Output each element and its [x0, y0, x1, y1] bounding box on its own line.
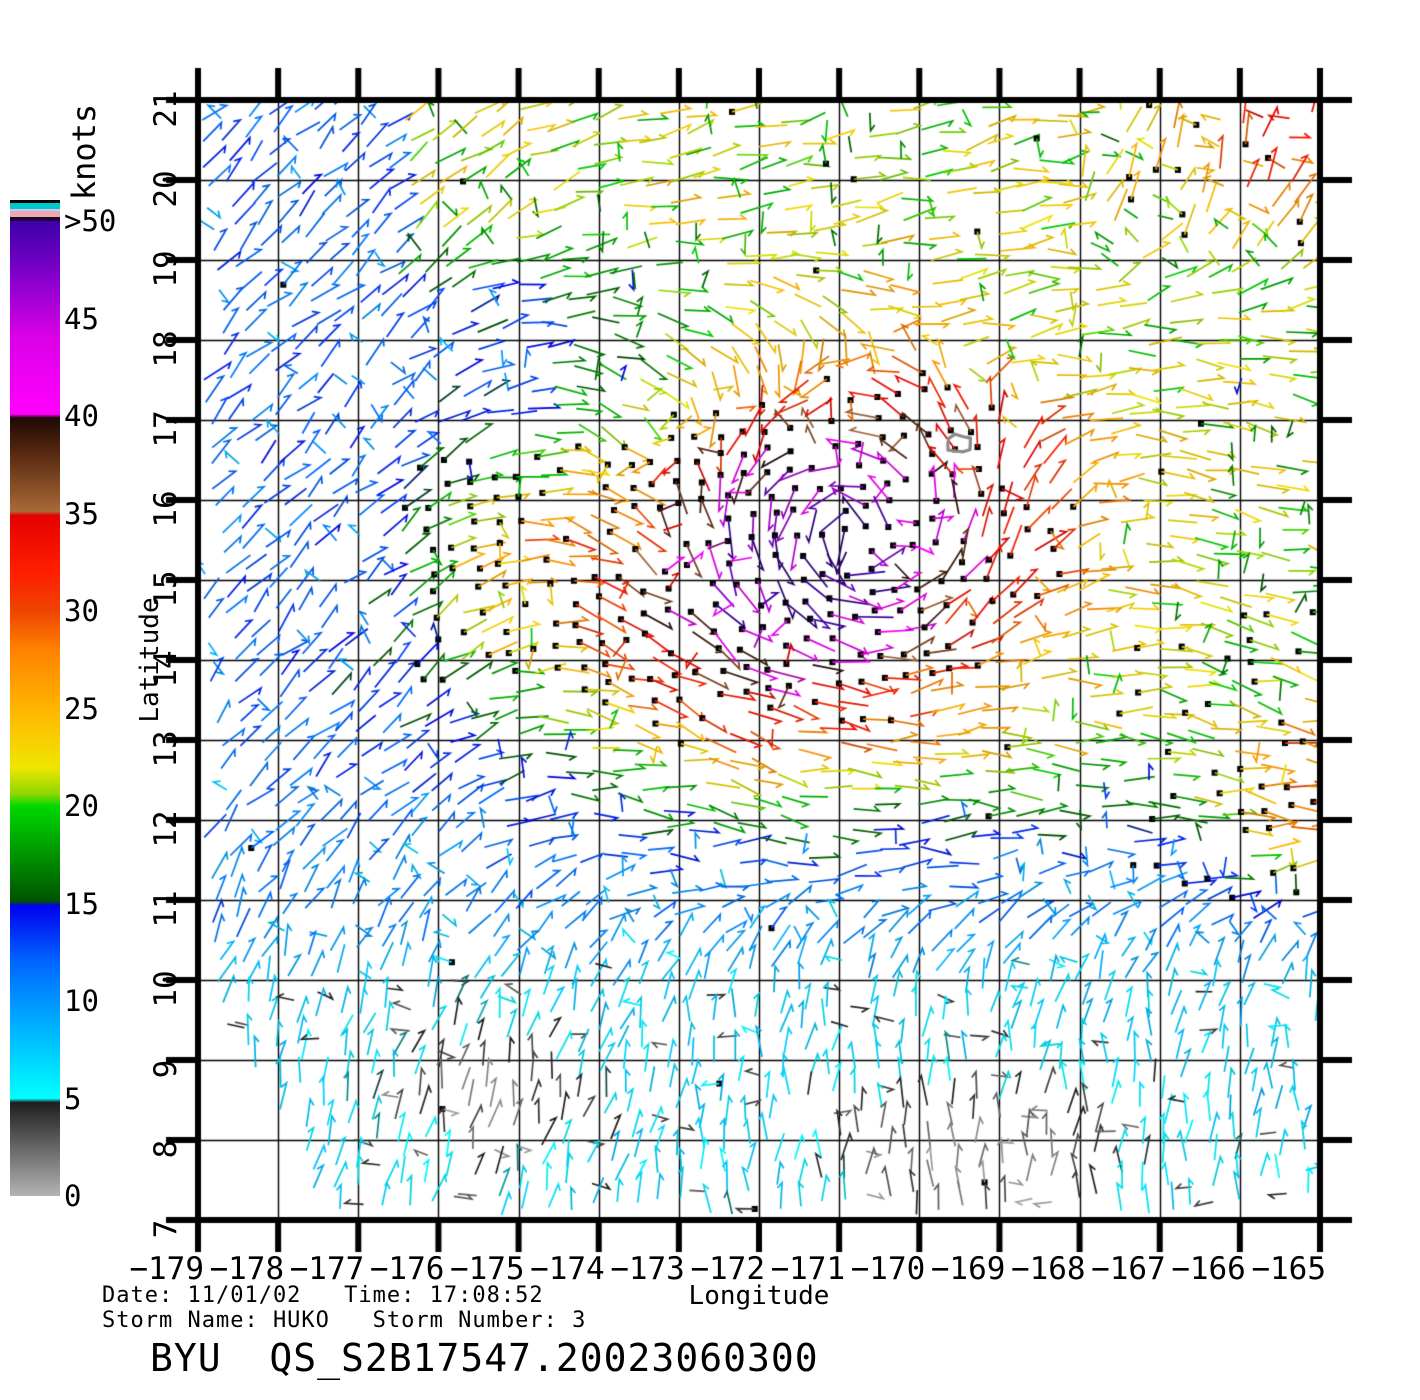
colorbar — [10, 200, 60, 1196]
colorbar-tick-label: >50 — [64, 204, 117, 238]
colorbar-tick-label: 10 — [64, 984, 99, 1018]
date-time-text: Date: 11/01/02 Time: 17:08:52 — [102, 1283, 544, 1308]
colorbar-tick-label: 0 — [64, 1179, 82, 1213]
x-axis-tick-label: −167 — [1091, 1251, 1166, 1287]
colorbar-tick-label: 25 — [64, 691, 99, 726]
colorbar-stripe — [10, 209, 60, 211]
colorbar-tick-label: 20 — [64, 789, 99, 823]
colorbar-tick-label: 35 — [64, 496, 99, 531]
colorbar-title: knots — [65, 103, 103, 201]
x-axis-tick-label: −169 — [930, 1251, 1006, 1287]
x-axis-tick-label: −165 — [1251, 1251, 1326, 1287]
x-axis-tick-label: −172 — [690, 1251, 765, 1287]
x-axis-tick-label: −171 — [770, 1251, 846, 1287]
x-axis-tick-label: −178 — [209, 1251, 285, 1287]
y-axis-tick-label: 21 — [148, 90, 184, 128]
colorbar-stripe — [10, 203, 60, 209]
colorbar-stripe — [10, 200, 60, 203]
colorbar-tick-label: 45 — [64, 301, 99, 336]
x-axis-tick-label: −176 — [369, 1251, 445, 1287]
x-axis-tick-label: −166 — [1171, 1251, 1246, 1287]
colorbar-tick-label: 5 — [64, 1081, 82, 1116]
x-axis-title: Longitude — [688, 1281, 830, 1311]
colorbar-stripe — [10, 217, 60, 221]
colorbar-top-stripes — [10, 200, 60, 221]
x-axis-tick-label: −174 — [530, 1251, 605, 1287]
x-axis-tick-label: −173 — [610, 1251, 685, 1287]
colorbar-gradient — [10, 221, 60, 1196]
x-axis-tick-label: −170 — [850, 1251, 926, 1287]
plot-title: BYU QS_S2B17547.20023060300 — [150, 1336, 819, 1380]
storm-info-text: Storm Name: HUKO Storm Number: 3 — [102, 1308, 587, 1333]
x-axis-tick-label: −179 — [129, 1251, 204, 1287]
colorbar-tick-label: 30 — [64, 594, 99, 628]
colorbar-stripe — [10, 211, 60, 217]
x-axis-tick-label: −168 — [1010, 1251, 1086, 1287]
colorbar-tick-label: 40 — [64, 399, 99, 433]
colorbar-tick-label: 15 — [64, 886, 99, 921]
x-axis-tick-label: −175 — [449, 1251, 525, 1287]
x-axis-tick-label: −177 — [289, 1251, 365, 1287]
